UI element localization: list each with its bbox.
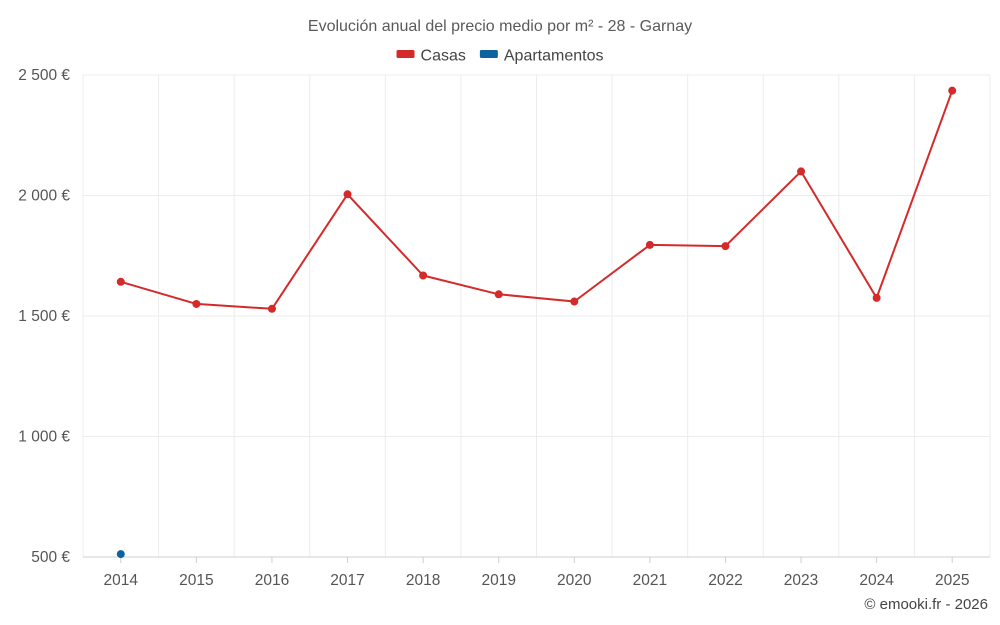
x-tick-label: 2022 <box>708 572 742 589</box>
x-axis: 2014 2015 2016 2017 2018 2019 2020 2021 2022 2023… <box>83 556 990 589</box>
legend-label-apartamentos: Apartamentos <box>504 48 604 65</box>
legend-swatch-apartamentos <box>479 50 498 58</box>
chart-title: Evolución anual del precio medio por m² … <box>308 18 692 35</box>
data-point-casas <box>948 86 957 95</box>
x-tick-label: 2015 <box>179 572 213 589</box>
x-tick-label: 2018 <box>406 572 440 589</box>
x-tick-label: 2019 <box>481 572 515 589</box>
data-point-casas <box>192 299 201 308</box>
credit-text: © emooki.fr - 2026 <box>864 596 988 613</box>
x-tick-label: 2020 <box>557 572 592 589</box>
y-axis: 500 € 1 000 € 1 500 € 2 000 € 2 500 € <box>18 67 70 566</box>
legend-label-casas: Casas <box>421 48 466 65</box>
x-tick-label: 2023 <box>784 572 818 589</box>
y-tick-label: 2 500 € <box>18 67 70 84</box>
data-point-casas <box>343 190 352 199</box>
y-tick-label: 1 500 € <box>18 308 70 325</box>
x-tick-label: 2014 <box>104 572 139 589</box>
data-point-casas <box>419 271 428 280</box>
y-tick-label: 2 000 € <box>18 188 70 205</box>
data-point-casas <box>494 290 503 299</box>
data-point-casas <box>872 293 881 302</box>
data-point-casas <box>267 304 276 313</box>
data-point-casas <box>116 277 125 286</box>
y-tick-label: 500 € <box>31 549 70 566</box>
legend: Casas Apartamentos <box>396 48 604 65</box>
data-point-casas <box>570 297 579 306</box>
x-tick-label: 2016 <box>255 572 289 589</box>
legend-swatch-casas <box>396 50 415 58</box>
series-layer <box>116 86 957 559</box>
series-line-casas <box>120 90 954 310</box>
data-point-apartamentos <box>116 550 125 559</box>
x-tick-label: 2017 <box>330 572 364 589</box>
x-tick-label: 2021 <box>633 572 667 589</box>
data-point-casas <box>797 167 806 176</box>
data-point-casas <box>645 240 654 249</box>
y-tick-label: 1 000 € <box>18 429 70 446</box>
data-point-casas <box>721 242 730 251</box>
x-tick-label: 2024 <box>859 572 894 589</box>
grid <box>82 74 991 557</box>
x-tick-label: 2025 <box>935 572 969 589</box>
